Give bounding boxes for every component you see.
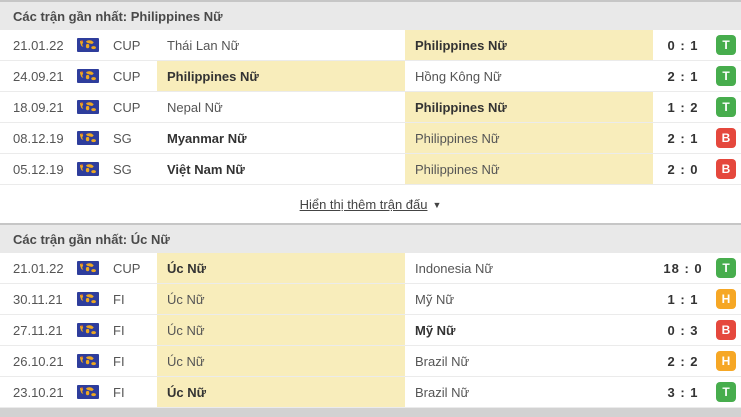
home-team: Úc Nữ: [157, 284, 405, 314]
chevron-down-icon: ▼: [432, 199, 442, 210]
away-team: Brazil Nữ: [415, 384, 470, 400]
home-team: Úc Nữ: [157, 346, 405, 376]
match-date: 18.09.21: [13, 99, 64, 115]
world-flag-icon: [70, 154, 105, 184]
world-flag-icon: [70, 377, 105, 407]
match-row[interactable]: 26.10.21 FI Úc Nữ Brazil Nữ 2 : 2 H: [0, 346, 741, 377]
world-flag-icon: [70, 92, 105, 122]
competition-code: CUP: [113, 37, 141, 53]
competition-code: CUP: [113, 99, 141, 115]
match-row[interactable]: 18.09.21 CUP Nepal Nữ Philippines Nữ 1 :…: [0, 92, 741, 123]
show-more-label: Hiển thị thêm trận đấu: [299, 196, 428, 212]
home-team: Nepal Nữ: [167, 99, 223, 115]
match-date: 24.09.21: [13, 68, 64, 84]
result-badge: B: [716, 159, 736, 179]
match-score: 3 : 1: [667, 384, 699, 400]
match-date: 08.12.19: [13, 130, 64, 146]
competition-code: FI: [113, 291, 125, 307]
away-team: Philippines Nữ: [405, 123, 653, 153]
home-team: Úc Nữ: [157, 253, 405, 283]
away-team: Indonesia Nữ: [415, 260, 494, 276]
world-flag-icon: [70, 346, 105, 376]
competition-code: SG: [113, 130, 132, 146]
result-badge: B: [716, 320, 736, 340]
away-team: Hồng Kông Nữ: [415, 68, 502, 84]
world-flag-icon: [70, 253, 105, 283]
competition-code: CUP: [113, 260, 141, 276]
match-score: 2 : 2: [667, 353, 699, 369]
result-badge: B: [716, 128, 736, 148]
competition-code: FI: [113, 322, 125, 338]
match-row[interactable]: 27.11.21 FI Úc Nữ Mỹ Nữ 0 : 3 B: [0, 315, 741, 346]
result-badge: T: [716, 382, 736, 402]
result-badge: T: [716, 258, 736, 278]
section-title: Các trận gần nhất: Úc Nữ: [0, 223, 741, 253]
match-row[interactable]: 24.09.21 CUP Philippines Nữ Hồng Kông Nữ…: [0, 61, 741, 92]
result-badge: T: [716, 97, 736, 117]
competition-code: CUP: [113, 68, 141, 84]
show-more-row: Hiển thị thêm trận đấu ▼: [0, 185, 741, 223]
match-score: 0 : 1: [667, 37, 699, 53]
world-flag-icon: [70, 315, 105, 345]
world-flag-icon: [70, 284, 105, 314]
away-team: Brazil Nữ: [415, 353, 470, 369]
away-team: Mỹ Nữ: [415, 322, 456, 338]
match-date: 21.01.22: [13, 37, 64, 53]
match-date: 26.10.21: [13, 353, 64, 369]
section-philippines: Các trận gần nhất: Philippines Nữ 21.01.…: [0, 0, 741, 185]
match-row[interactable]: 23.10.21 FI Úc Nữ Brazil Nữ 3 : 1 T: [0, 377, 741, 408]
home-team: Việt Nam Nữ: [167, 161, 245, 177]
home-team: Philippines Nữ: [157, 61, 405, 91]
away-team: Mỹ Nữ: [415, 291, 455, 307]
world-flag-icon: [70, 61, 105, 91]
home-team: Myanmar Nữ: [167, 130, 247, 146]
away-team: Philippines Nữ: [405, 92, 653, 122]
match-row[interactable]: 21.01.22 CUP Úc Nữ Indonesia Nữ 18 : 0 T: [0, 253, 741, 284]
section-australia: Các trận gần nhất: Úc Nữ 21.01.22 CUP Úc…: [0, 223, 741, 408]
match-score: 0 : 3: [667, 322, 699, 338]
home-team: Thái Lan Nữ: [167, 37, 240, 53]
match-date: 23.10.21: [13, 384, 64, 400]
match-row[interactable]: 21.01.22 CUP Thái Lan Nữ Philippines Nữ …: [0, 30, 741, 61]
section-title: Các trận gần nhất: Philippines Nữ: [0, 0, 741, 30]
competition-code: FI: [113, 353, 125, 369]
match-score: 18 : 0: [663, 260, 703, 276]
match-row[interactable]: 05.12.19 SG Việt Nam Nữ Philippines Nữ 2…: [0, 154, 741, 185]
match-row[interactable]: 30.11.21 FI Úc Nữ Mỹ Nữ 1 : 1 H: [0, 284, 741, 315]
result-badge: T: [716, 66, 736, 86]
match-row[interactable]: 08.12.19 SG Myanmar Nữ Philippines Nữ 2 …: [0, 123, 741, 154]
match-date: 05.12.19: [13, 161, 64, 177]
match-score: 2 : 1: [667, 130, 699, 146]
result-badge: H: [716, 289, 736, 309]
match-score: 1 : 1: [667, 291, 699, 307]
result-badge: T: [716, 35, 736, 55]
show-more-matches-link[interactable]: Hiển thị thêm trận đấu ▼: [300, 197, 442, 212]
world-flag-icon: [70, 30, 105, 60]
home-team: Úc Nữ: [157, 315, 405, 345]
match-date: 21.01.22: [13, 260, 64, 276]
away-team: Philippines Nữ: [405, 154, 653, 184]
match-score: 1 : 2: [667, 99, 699, 115]
match-score: 2 : 0: [667, 161, 699, 177]
competition-code: SG: [113, 161, 132, 177]
result-badge: H: [716, 351, 736, 371]
match-date: 27.11.21: [13, 322, 63, 338]
away-team: Philippines Nữ: [405, 30, 653, 60]
match-date: 30.11.21: [13, 291, 63, 307]
match-score: 2 : 1: [667, 68, 699, 84]
competition-code: FI: [113, 384, 125, 400]
home-team: Úc Nữ: [157, 377, 405, 407]
world-flag-icon: [70, 123, 105, 153]
